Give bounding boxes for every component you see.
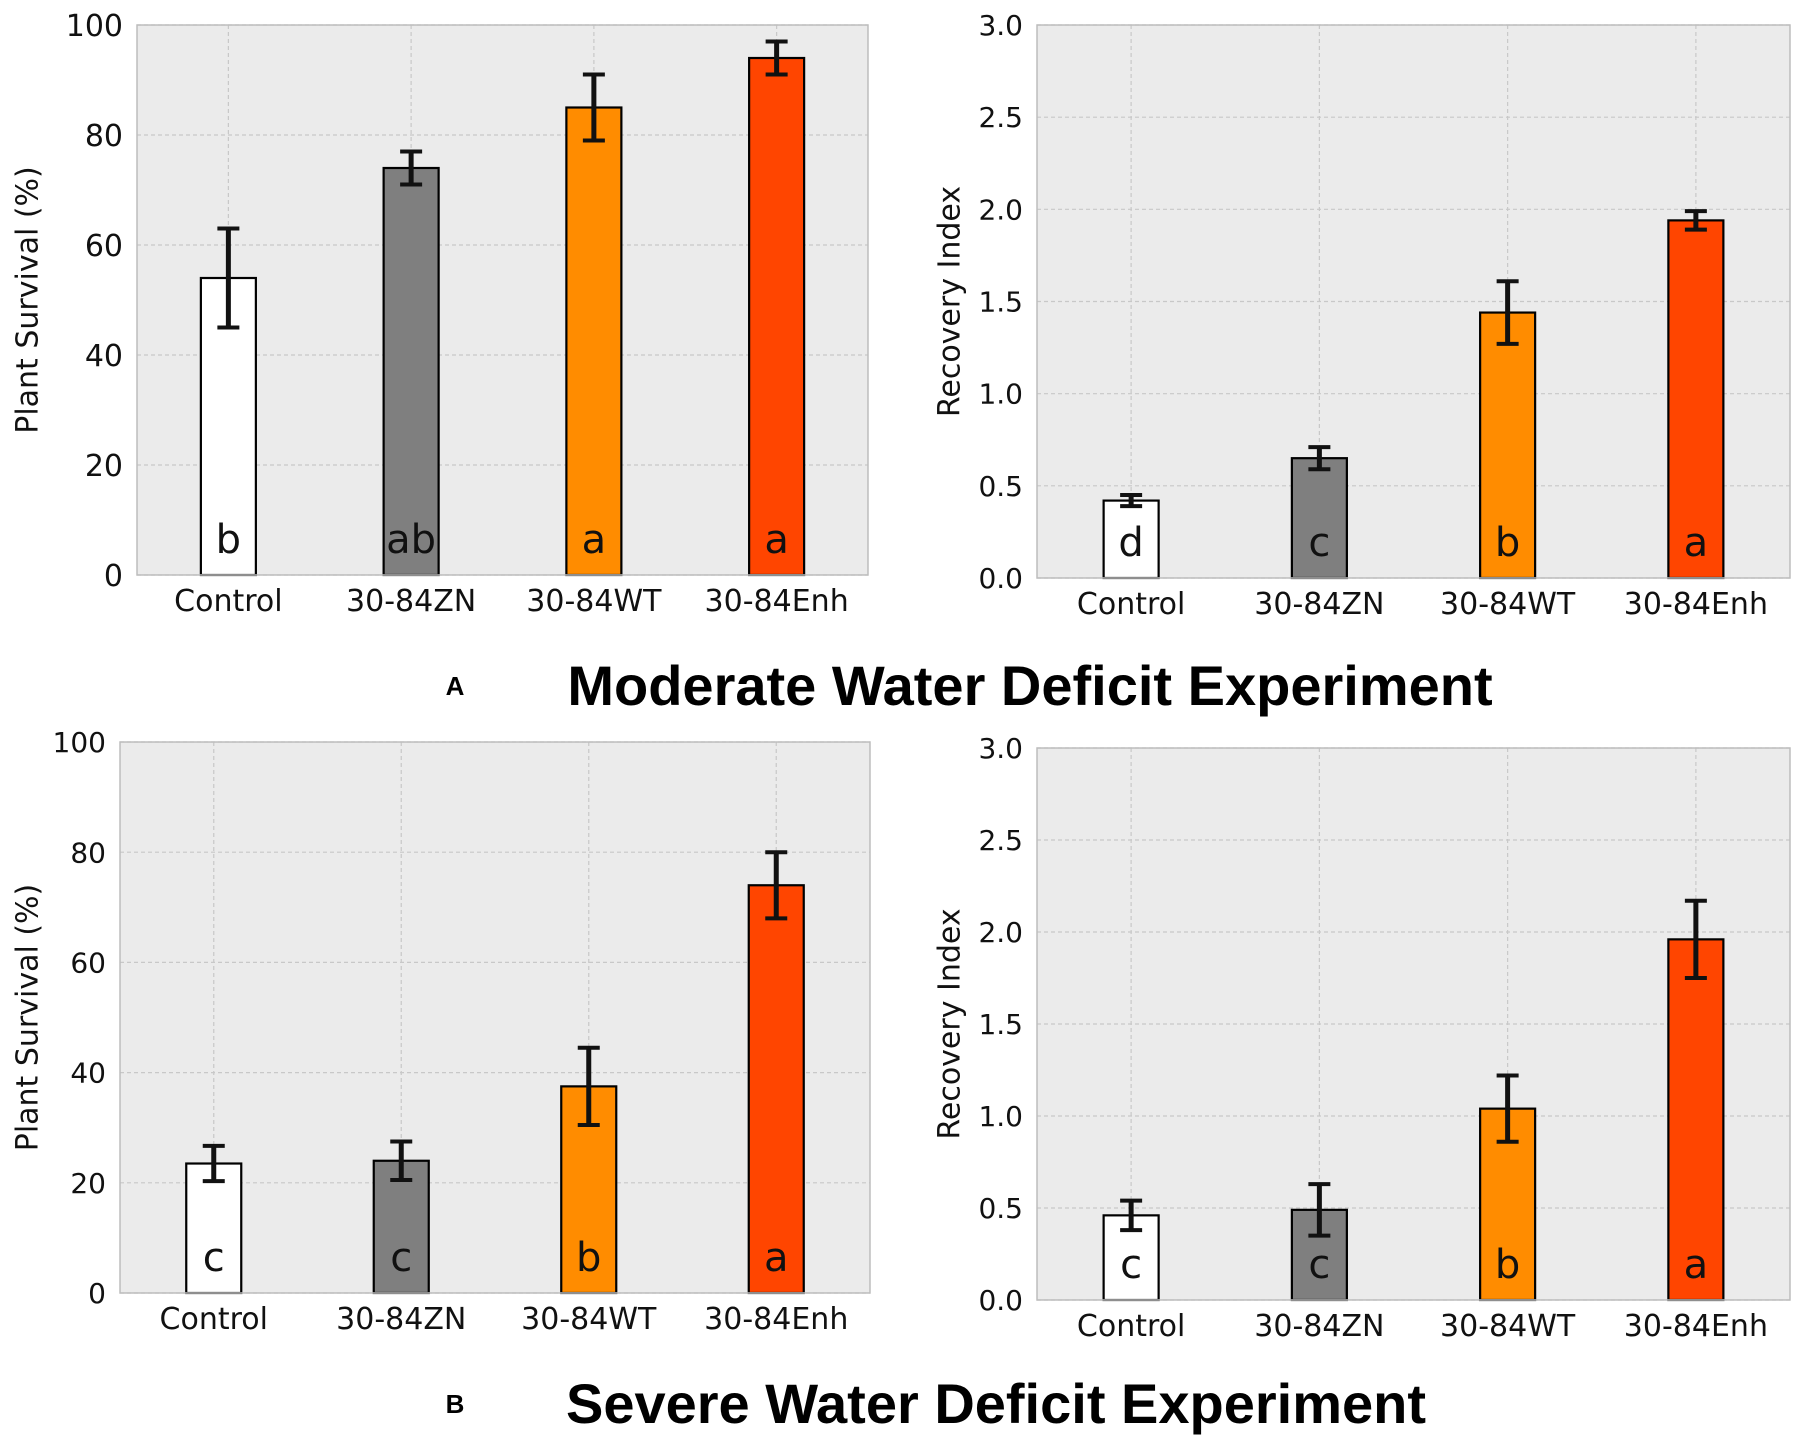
y-tick-label: 80 [85, 119, 123, 154]
y-tick-label: 2.0 [978, 916, 1023, 949]
x-tick-label: 30-84Enh [705, 584, 849, 619]
plot-area [137, 25, 868, 575]
x-tick-label: 30-84WT [1440, 1309, 1576, 1344]
x-tick-label: Control [160, 1302, 268, 1337]
y-tick-label: 0.0 [978, 1284, 1023, 1317]
y-axis-label: Plant Survival (%) [11, 166, 46, 434]
plot-area [1037, 748, 1790, 1300]
y-tick-label: 80 [70, 836, 106, 869]
x-tick-label: 30-84ZN [336, 1302, 466, 1337]
x-tick-label: 30-84WT [526, 584, 662, 619]
y-axis-label: Recovery Index [933, 186, 968, 417]
significance-letter: c [1120, 1242, 1142, 1288]
bar-30-84enh [747, 884, 805, 1295]
plot-area [120, 742, 870, 1293]
plot-frame [119, 741, 871, 1294]
x-tick-label: 30-84ZN [1254, 1309, 1384, 1344]
y-axis-label: Plant Survival (%) [11, 884, 46, 1152]
bar-30-84enh [748, 56, 806, 577]
y-tick-label: 0 [104, 559, 123, 594]
bar-30-84zn [1290, 457, 1348, 580]
x-tick-label: Control [1077, 587, 1185, 622]
y-tick-label: 2.5 [978, 101, 1023, 134]
significance-letter: b [576, 1235, 601, 1281]
significance-letter: c [390, 1235, 412, 1281]
panel-b-letter: B [446, 1389, 465, 1419]
y-tick-label: 0.5 [978, 470, 1023, 503]
x-tick-label: 30-84Enh [704, 1302, 848, 1337]
significance-letter: a [1684, 1242, 1709, 1288]
y-tick-label: 1.0 [978, 378, 1023, 411]
y-tick-label: 1.0 [978, 1100, 1023, 1133]
x-tick-label: 30-84Enh [1624, 1309, 1768, 1344]
significance-letter: c [203, 1235, 225, 1281]
panel-a-letter: A [446, 671, 465, 701]
bar-30-84zn [382, 166, 440, 577]
significance-letter: a [764, 517, 789, 563]
plot-frame [1036, 24, 1791, 579]
x-tick-label: Control [1077, 1309, 1185, 1344]
bar-30-84zn [372, 1159, 430, 1295]
bar-30-84enh [1667, 219, 1725, 580]
chart-b-plant-survival: 0 20 40 60 80 100 c Control c 30-84ZN b 30-84WT a 30-… [11, 726, 871, 1337]
plot-frame [136, 24, 869, 576]
y-tick-label: 0.0 [978, 562, 1023, 595]
y-tick-label: 1.5 [978, 286, 1023, 319]
x-tick-label: Control [174, 584, 282, 619]
significance-letter: a [764, 1235, 789, 1281]
chart-b-recovery-index: 0.0 0.5 1.0 1.5 2.0 2.5 3.0 c Control c 30-84ZN b 30… [933, 732, 1791, 1344]
panel-b-title: Severe Water Deficit Experiment [566, 1372, 1426, 1435]
significance-letter: ab [386, 517, 436, 563]
y-tick-label: 40 [85, 339, 123, 374]
plot-frame [1036, 747, 1791, 1301]
x-tick-label: 30-84ZN [1254, 587, 1384, 622]
bar-control [185, 1162, 243, 1295]
significance-letter: c [1308, 1242, 1330, 1288]
bar-control [1102, 1214, 1160, 1302]
y-tick-label: 1.5 [978, 1008, 1023, 1041]
x-tick-label: 30-84WT [521, 1302, 657, 1337]
chart-a-plant-survival: 0 20 40 60 80 100 b Control ab 30-84ZN a 30-84WT a 30… [11, 9, 869, 619]
y-tick-label: 3.0 [978, 9, 1023, 42]
plot-area [1037, 25, 1790, 578]
significance-letter: d [1118, 520, 1143, 566]
y-tick-label: 60 [85, 229, 123, 264]
x-tick-label: 30-84Enh [1624, 587, 1768, 622]
panel-a-title: Moderate Water Deficit Experiment [567, 654, 1492, 717]
bar-30-84wt [565, 106, 623, 577]
y-axis-label: Recovery Index [933, 908, 968, 1139]
y-tick-label: 100 [53, 726, 106, 759]
bar-30-84wt [1479, 311, 1537, 580]
bar-30-84enh [1667, 938, 1725, 1302]
y-tick-label: 60 [70, 946, 106, 979]
chart-a-recovery-index: 0.0 0.5 1.0 1.5 2.0 2.5 3.0 d Control c 30-84ZN b 30… [933, 9, 1791, 622]
y-tick-label: 2.5 [978, 824, 1023, 857]
y-tick-label: 20 [70, 1167, 106, 1200]
significance-letter: a [582, 517, 607, 563]
significance-letter: c [1308, 520, 1330, 566]
y-tick-label: 40 [70, 1057, 106, 1090]
significance-letter: a [1684, 520, 1709, 566]
bar-control [1102, 499, 1160, 580]
significance-letter: b [1495, 1242, 1520, 1288]
y-tick-label: 3.0 [978, 732, 1023, 765]
y-tick-label: 0 [88, 1277, 106, 1310]
y-tick-label: 0.5 [978, 1192, 1023, 1225]
x-tick-label: 30-84ZN [346, 584, 476, 619]
bar-control [199, 276, 257, 577]
significance-letter: b [1495, 520, 1520, 566]
y-tick-label: 20 [85, 449, 123, 484]
y-tick-label: 2.0 [978, 193, 1023, 226]
y-tick-label: 100 [66, 9, 123, 44]
x-tick-label: 30-84WT [1440, 587, 1576, 622]
significance-letter: b [216, 517, 241, 563]
